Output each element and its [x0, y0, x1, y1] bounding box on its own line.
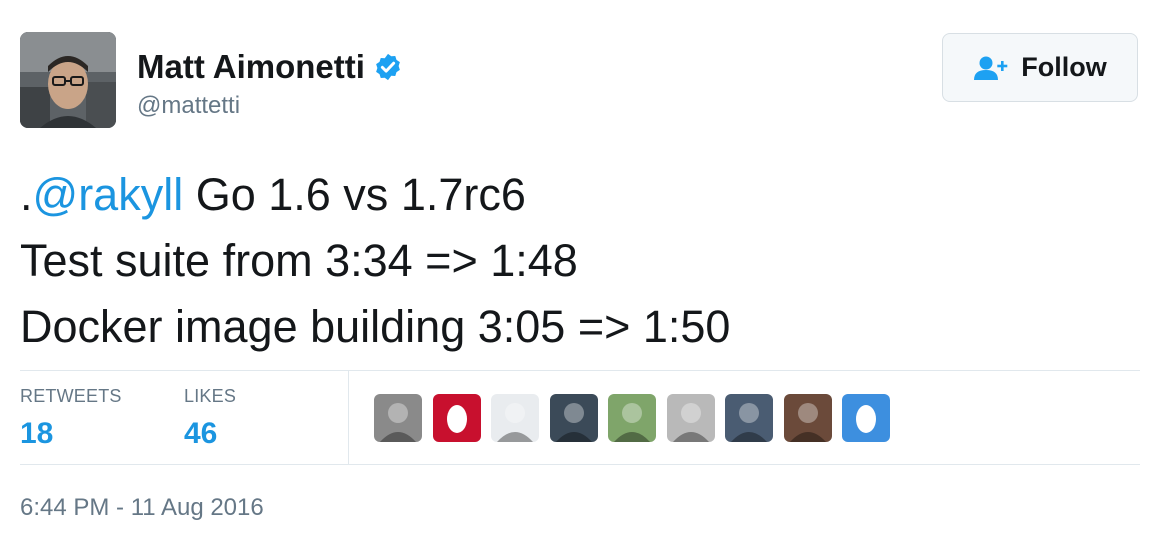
liker-avatar-photo — [666, 394, 715, 442]
liker-avatar[interactable] — [725, 394, 773, 442]
retweets-count: 18 — [20, 417, 54, 450]
liker-avatar-photo — [549, 394, 598, 442]
tweet-line-3: Docker image building 3:05 => 1:50 — [20, 301, 731, 352]
tweet-line-2: Test suite from 3:34 => 1:48 — [20, 235, 578, 286]
liker-avatar-photo — [608, 394, 656, 442]
liker-avatar[interactable] — [783, 394, 832, 442]
stats-vertical-divider — [348, 371, 349, 464]
retweets-label: RETWEETS — [20, 386, 122, 406]
liker-avatar-photo — [491, 394, 539, 442]
tweet-timestamp[interactable]: 6:44 PM - 11 Aug 2016 — [20, 494, 264, 521]
likes-label: LIKES — [184, 386, 237, 406]
likes-stat[interactable]: LIKES 46 — [184, 386, 236, 451]
default-egg-avatar — [432, 394, 481, 442]
liker-avatar-photo — [783, 394, 832, 442]
verified-badge-icon — [376, 53, 400, 81]
stats-top-divider — [20, 370, 1140, 371]
likers-avatars — [374, 394, 901, 442]
author-avatar[interactable] — [20, 32, 116, 128]
retweets-stat[interactable]: RETWEETS 18 — [20, 386, 122, 451]
mention-link[interactable]: @rakyll — [32, 169, 184, 220]
author-name[interactable]: Matt Aimonetti — [137, 48, 403, 86]
liker-avatar[interactable] — [432, 394, 481, 442]
liker-avatar-photo — [374, 394, 422, 442]
liker-avatar[interactable] — [608, 394, 656, 442]
author-handle[interactable]: @mattetti — [137, 92, 241, 119]
liker-avatar[interactable] — [491, 394, 539, 442]
tweet-prefix: . — [20, 169, 33, 220]
tweet-text: .@rakyll Go 1.6 vs 1.7rc6 Test suite fro… — [20, 162, 730, 360]
stats-bottom-divider — [20, 464, 1140, 465]
follow-button[interactable]: Follow — [942, 33, 1138, 102]
likes-count: 46 — [184, 417, 218, 450]
liker-avatar[interactable] — [549, 394, 598, 442]
liker-avatar[interactable] — [374, 394, 422, 442]
follow-user-icon — [974, 56, 1008, 80]
tweet-line-1: .@rakyll Go 1.6 vs 1.7rc6 — [20, 162, 730, 228]
liker-avatar-photo — [725, 394, 773, 442]
author-name-text: Matt Aimonetti — [137, 48, 365, 85]
liker-avatar[interactable] — [666, 394, 715, 442]
author-photo-icon — [20, 32, 116, 128]
tweet-line-1-rest: Go 1.6 vs 1.7rc6 — [183, 169, 526, 220]
follow-button-label: Follow — [1021, 52, 1107, 82]
liker-avatar[interactable] — [842, 394, 890, 442]
default-egg-avatar — [842, 394, 890, 442]
